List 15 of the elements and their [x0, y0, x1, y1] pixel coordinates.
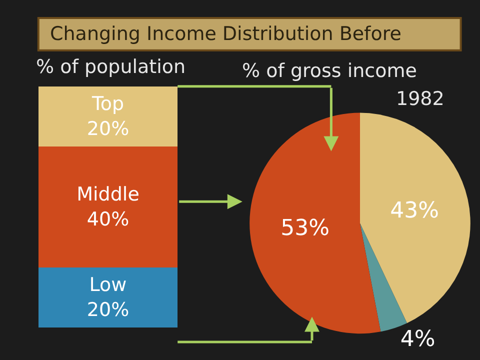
series-label: Middle [76, 184, 140, 206]
data-label: 43% [390, 198, 439, 224]
data-label: 20% [86, 118, 130, 140]
pie-slice [360, 112, 470, 324]
series-label: Low [89, 274, 127, 296]
chart-title: % of gross income [242, 60, 417, 82]
data-label: 20% [86, 298, 130, 321]
data-label: 53% [280, 216, 330, 241]
chart-subtitle: 1982 [396, 88, 444, 110]
series-label: Top [90, 93, 124, 116]
data-label: 40% [86, 208, 130, 230]
data-label: 4% [400, 327, 436, 352]
chart-subtitle: % of population [36, 56, 186, 78]
text: Changing Income Distribution Before [50, 23, 402, 45]
pie-slice [250, 112, 381, 334]
